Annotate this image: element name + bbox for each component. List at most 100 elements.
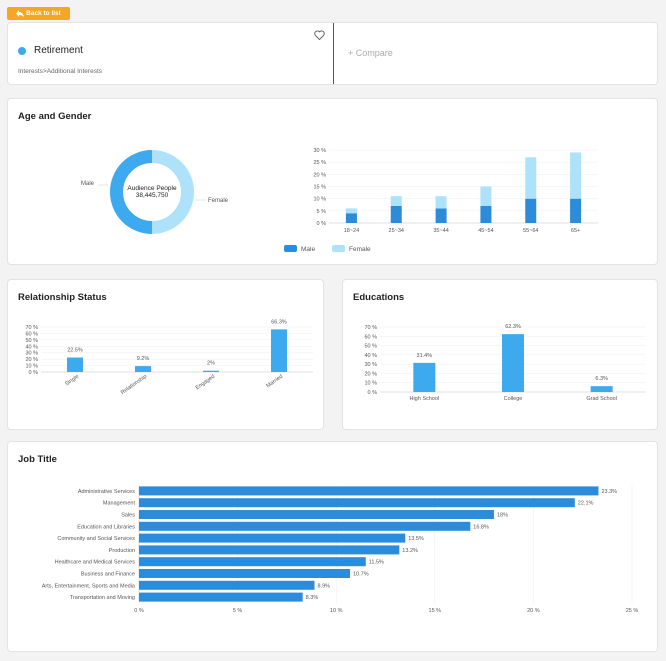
educations-ytick-label: 10 % (364, 381, 377, 387)
educations-title: Educations (353, 292, 405, 303)
back-to-list-button[interactable]: Back to list (7, 7, 70, 20)
interest-header-card: Retirement Interests>Additional Interest… (7, 22, 658, 85)
age-ytick-label: 0 % (317, 221, 327, 227)
job-title-chart: 0 % 5 % 10 % 15 % 20 % 25 % 23.3% Administrativ… (42, 485, 639, 614)
job-category-label: Healthcare and Medical Services (55, 560, 136, 566)
age-ytick-label: 25 % (313, 160, 326, 166)
job-bar (139, 498, 575, 508)
back-label: Back to list (26, 10, 61, 17)
female-bar (345, 208, 357, 214)
donut-male-segment (110, 150, 153, 234)
age-gender-title: Age and Gender (18, 111, 92, 122)
job-category-label: Production (109, 548, 135, 554)
educations-category-label: Grad School (586, 396, 617, 402)
job-data-label: 10.7% (353, 572, 369, 578)
relationship-data-label: 66.3% (271, 319, 287, 325)
male-bar (570, 198, 582, 223)
job-category-label: Community and Social Services (57, 536, 135, 542)
relationship-bar (67, 357, 83, 372)
job-data-label: 16.8% (473, 524, 489, 530)
job-xtick-label: 25 % (626, 608, 639, 614)
relationship-category-label: Married (265, 374, 284, 390)
age-category-label: 65+ (571, 228, 580, 234)
relationship-category-label: Single (64, 374, 80, 388)
legend-male-swatch[interactable] (284, 245, 297, 252)
educations-ytick-label: 0 % (368, 390, 378, 396)
job-bar (139, 533, 406, 543)
donut-center-label: Audience People (127, 185, 177, 192)
back-arrow-icon (16, 10, 25, 17)
relationship-ytick-label: 10 % (25, 364, 38, 370)
age-category-label: 35~44 (433, 228, 448, 234)
relationship-data-label: 22.5% (67, 348, 83, 354)
interest-name: Retirement (34, 45, 83, 56)
gender-donut: Audience People 38,445,750 Male Female (81, 150, 229, 234)
relationship-category-label: Engaged (195, 374, 216, 392)
female-bar (525, 157, 537, 199)
legend-female-swatch[interactable] (332, 245, 345, 252)
female-bar (480, 186, 492, 206)
job-bar (139, 592, 303, 602)
age-gender-card: Age and Gender Audience People 38,445,75… (7, 98, 658, 265)
job-data-label: 13.2% (402, 548, 418, 554)
relationship-data-label: 9.2% (137, 356, 150, 362)
male-bar (390, 205, 402, 223)
job-xtick-label: 0 % (134, 608, 144, 614)
job-data-label: 8.3% (306, 595, 319, 601)
relationship-card: Relationship Status 0 % 10 % 20 % 30 % 40 % 5… (7, 279, 324, 430)
age-gender-chart: Audience People 38,445,750 Male Female 0… (81, 148, 598, 253)
age-ytick-label: 15 % (313, 185, 326, 191)
female-bar (570, 152, 582, 199)
interest-color-dot (18, 47, 26, 55)
job-category-label: Arts, Entertainment, Sports and Media (42, 583, 136, 589)
relationship-chart: 0 %10 %20 %30 %40 %50 %60 %70 % 22.5% Sing… (25, 319, 313, 396)
educations-category-label: College (504, 396, 523, 402)
relationship-category-label: Relationship (120, 374, 148, 396)
job-category-label: Administrative Services (78, 489, 135, 495)
job-bar (139, 486, 599, 496)
educations-bar (502, 334, 524, 392)
job-category-label: Business and Finance (81, 572, 135, 578)
educations-ytick-label: 70 % (364, 325, 377, 331)
relationship-bar (271, 329, 287, 372)
educations-ytick-label: 60 % (364, 334, 377, 340)
relationship-bar (203, 370, 219, 372)
male-bar (525, 198, 537, 223)
donut-female-label: Female (208, 198, 229, 204)
age-category-label: 18~24 (344, 228, 359, 234)
educations-chart: 0 % 10 % 20 % 30 % 40 % 50 % 60 % 70 % 31.4% High… (364, 324, 646, 402)
job-category-label: Transportation and Moving (70, 595, 135, 601)
relationship-ytick-label: 20 % (25, 357, 38, 363)
job-category-label: Sales (121, 513, 135, 519)
age-category-label: 45~54 (478, 228, 493, 234)
job-data-label: 23.3% (601, 489, 617, 495)
age-category-label: 25~34 (389, 228, 404, 234)
age-bar-chart: 0 % 5 % 10 % 15 % 20 % 25 % 30 % 18~24 25~34 35~4… (313, 148, 598, 234)
educations-card: Educations 0 % 10 % 20 % 30 % 40 % 50 % 60 % 70… (342, 279, 658, 430)
educations-ytick-label: 50 % (364, 344, 377, 350)
job-title-title: Job Title (18, 454, 57, 465)
age-ytick-label: 30 % (313, 148, 326, 154)
educations-category-label: High School (409, 396, 439, 402)
educations-data-label: 62.3% (505, 324, 521, 330)
job-bar (139, 545, 400, 555)
job-bar (139, 510, 494, 519)
heart-icon[interactable] (314, 30, 325, 40)
legend-male-label: Male (301, 246, 315, 253)
male-bar (345, 213, 357, 223)
job-bar (139, 569, 351, 578)
job-data-label: 22.1% (578, 501, 594, 507)
female-bar (390, 196, 402, 206)
job-data-label: 18% (497, 513, 508, 519)
educations-ytick-label: 30 % (364, 362, 377, 368)
relationship-ytick-label: 50 % (25, 338, 38, 344)
compare-button[interactable]: + Compare (348, 48, 393, 58)
relationship-ytick-label: 70 % (25, 325, 38, 331)
job-xtick-label: 5 % (233, 608, 243, 614)
job-bar (139, 557, 366, 567)
donut-male-label: Male (81, 181, 95, 187)
age-ytick-label: 10 % (313, 197, 326, 203)
job-data-label: 13.5% (408, 536, 424, 542)
educations-ytick-label: 20 % (364, 371, 377, 377)
educations-bar (590, 386, 613, 392)
